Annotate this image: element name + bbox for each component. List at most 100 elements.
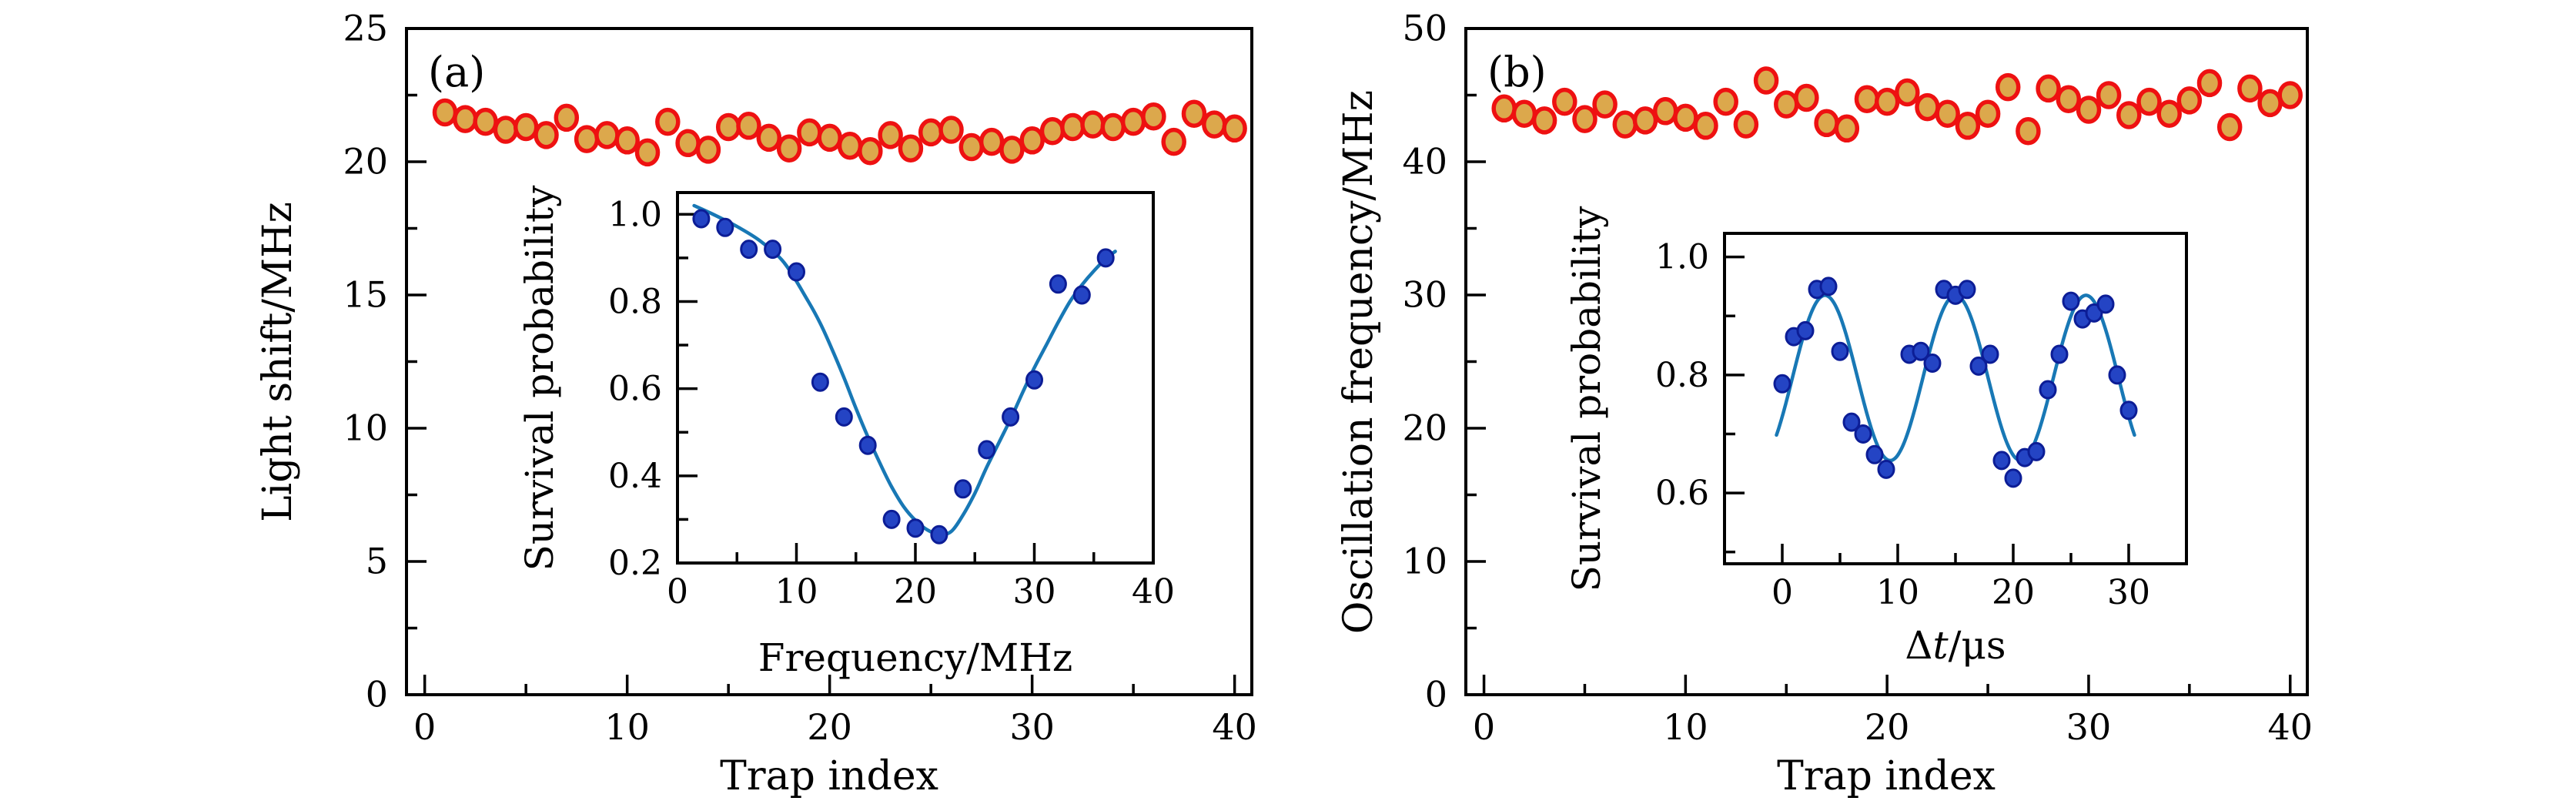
data-point: [2096, 294, 2115, 314]
x-ticks: [1482, 675, 2292, 695]
data-point: [906, 518, 925, 538]
data-point: [2056, 85, 2082, 113]
data-point: [958, 132, 985, 162]
data-point: [1100, 112, 1126, 142]
data-point: [655, 107, 681, 136]
data-point: [1713, 87, 1738, 116]
data-point: [2277, 81, 2303, 109]
data-point: [1842, 412, 1861, 432]
data-point: [1854, 85, 1880, 113]
data-point: [764, 240, 782, 260]
data-point: [2196, 69, 2223, 98]
data-point: [2119, 400, 2138, 421]
data-point: [1992, 451, 2011, 471]
data-point: [2257, 89, 2283, 118]
data-point: [1834, 114, 1860, 143]
data-point: [1222, 114, 1247, 143]
data-point: [1774, 90, 1799, 119]
data-point: [1511, 99, 1537, 128]
data-point: [2050, 344, 2069, 364]
data-points: [432, 98, 1247, 167]
data-point: [2136, 87, 2162, 116]
data-point: [1060, 112, 1086, 142]
data-point: [1019, 126, 1045, 155]
y-tick-label: 0: [366, 674, 388, 715]
y-ticks: [677, 213, 698, 565]
y-ticks: [406, 27, 427, 696]
data-point: [1912, 341, 1930, 361]
data-point: [695, 136, 721, 164]
x-tick-label: 10: [775, 572, 818, 612]
y-tick-label: 40: [1402, 141, 1447, 183]
data-point: [999, 136, 1025, 164]
data-point: [1673, 103, 1698, 132]
y-tick-label: 20: [1402, 407, 1447, 449]
panel-b-letter: (b): [1487, 48, 1547, 96]
data-point: [1895, 78, 1920, 107]
data-point: [2176, 86, 2203, 115]
panel-a-plot: 0 10 20 30 40 0 5 10 15 20 25: [343, 8, 1256, 748]
data-point: [2237, 74, 2263, 103]
data-point: [837, 131, 863, 160]
data-point: [740, 240, 758, 260]
x-tick-label: 40: [1212, 706, 1257, 748]
y-tick-label: 30: [1402, 274, 1447, 316]
x-tick-label: 10: [1876, 573, 1919, 612]
data-point: [614, 126, 640, 155]
data-point: [898, 134, 924, 163]
data-point: [634, 138, 661, 167]
data-point: [1202, 110, 1227, 139]
x-tick-label: 30: [1009, 706, 1055, 748]
data-points: [692, 209, 1115, 545]
data-point: [1552, 87, 1577, 116]
data-point: [1958, 280, 1976, 300]
data-point: [534, 121, 559, 149]
data-point: [1865, 444, 1884, 464]
data-point: [1120, 107, 1146, 136]
y-tick-label: 1.0: [1655, 238, 1709, 277]
x-tick-label: 0: [1771, 573, 1793, 612]
data-point: [1877, 459, 1895, 479]
data-point: [978, 440, 996, 460]
y-tick-label: 50: [1402, 8, 1447, 49]
y-tick-label: 15: [343, 274, 388, 316]
data-point: [2076, 96, 2102, 124]
x-tick-label: 20: [894, 572, 937, 612]
data-point: [979, 127, 1005, 156]
y-tick-label: 25: [343, 8, 388, 49]
y-tick-label: 0.8: [1655, 356, 1709, 395]
data-point: [1039, 116, 1066, 146]
fit-curve: [692, 203, 1117, 537]
x-tick-label: 30: [2107, 573, 2150, 612]
data-point: [1773, 374, 1791, 394]
y-tick-label: 0.4: [608, 457, 662, 496]
x-tick-label: 0: [1473, 706, 1495, 748]
data-point: [918, 118, 944, 147]
x-ticks: [423, 675, 1236, 695]
data-point: [2108, 365, 2126, 385]
data-point: [1733, 110, 1759, 139]
data-point: [1975, 99, 2001, 128]
data-point: [1652, 97, 1678, 126]
data-point: [1995, 72, 2021, 102]
y-tick-label: 20: [343, 141, 388, 183]
data-point: [2216, 112, 2243, 142]
data-point: [594, 121, 620, 149]
panel-a-x-axis-label: Trap index: [720, 753, 938, 799]
data-point: [1025, 370, 1043, 390]
data-point: [1592, 90, 1618, 119]
x-tick-label: 10: [1663, 706, 1708, 748]
data-point: [835, 407, 853, 427]
panel-b-inset-plot: 0 10 20 30 0.6 0.8 1.0: [1655, 232, 2188, 612]
panel-a-y-axis-label: Light shift/MHz: [255, 202, 301, 522]
data-point: [797, 118, 822, 147]
y-tick-label: 0.6: [608, 370, 662, 409]
data-point: [882, 509, 901, 529]
y-tick-label: 0.6: [1655, 474, 1709, 513]
data-point: [2016, 116, 2041, 146]
data-point: [811, 372, 829, 392]
data-point: [1874, 87, 1900, 116]
y-tick-label: 1.0: [608, 195, 662, 234]
